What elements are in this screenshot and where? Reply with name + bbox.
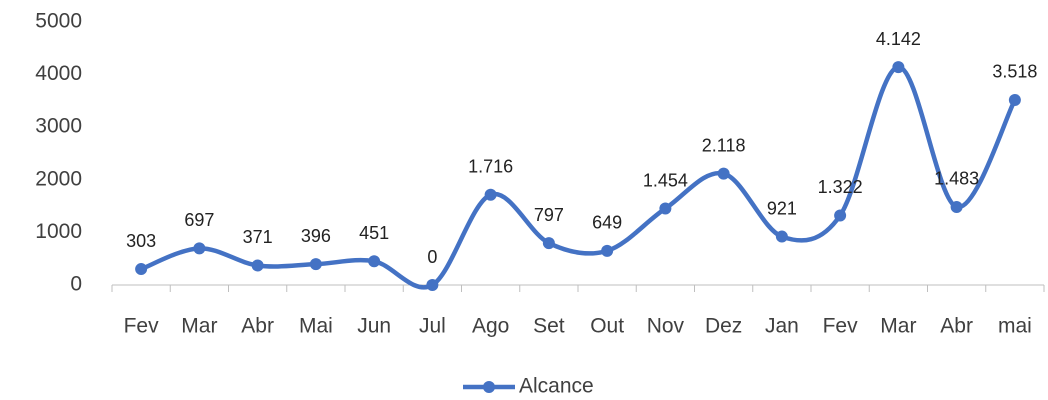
data-point [659, 202, 672, 215]
data-label: 3.518 [992, 62, 1037, 82]
y-tick-label: 1000 [35, 220, 82, 243]
data-point [892, 61, 905, 74]
x-tick-label: Fev [823, 315, 859, 338]
data-point [309, 258, 322, 271]
x-tick-label: Mar [880, 315, 916, 338]
data-label: 1.322 [818, 177, 863, 197]
x-tick-label: Jun [357, 315, 391, 338]
data-label: 2.118 [702, 135, 746, 155]
x-tick-label: Mai [299, 315, 333, 338]
data-label: 396 [301, 226, 331, 246]
data-label: 697 [184, 210, 214, 230]
x-tick-label: Dez [705, 315, 742, 338]
x-tick-label: mai [998, 315, 1032, 338]
legend-label: Alcance [519, 375, 594, 398]
data-point [426, 279, 439, 291]
data-label: 303 [126, 231, 156, 251]
data-point [484, 188, 497, 201]
data-point [601, 244, 614, 257]
data-label: 0 [427, 247, 437, 267]
x-tick-label: Jul [419, 315, 446, 338]
x-tick-label: Ago [472, 315, 509, 338]
data-label: 797 [534, 205, 564, 225]
y-tick-label: 3000 [35, 115, 82, 138]
y-tick-label: 0 [70, 273, 82, 296]
y-tick-label: 5000 [35, 10, 82, 33]
data-point [775, 230, 788, 243]
data-point [251, 259, 264, 272]
x-tick-label: Out [590, 315, 624, 338]
y-tick-label: 2000 [35, 167, 82, 190]
legend-marker [483, 381, 495, 393]
data-point [1008, 93, 1021, 106]
x-tick-label: Abr [241, 315, 274, 338]
data-point [542, 237, 555, 250]
data-label: 649 [592, 213, 622, 233]
y-tick-label: 4000 [35, 62, 82, 85]
data-label: 4.142 [876, 29, 921, 49]
data-point [135, 263, 148, 276]
data-point [834, 209, 847, 222]
data-point [950, 200, 963, 213]
data-label: 451 [359, 223, 389, 243]
data-label: 1.716 [468, 156, 513, 176]
x-tick-label: Abr [940, 315, 973, 338]
x-tick-label: Jan [765, 315, 799, 338]
x-tick-label: Fev [124, 315, 160, 338]
x-tick-label: Set [533, 315, 565, 338]
data-label: 371 [243, 227, 273, 247]
data-label: 1.454 [643, 170, 688, 190]
x-tick-label: Nov [647, 315, 685, 338]
data-label: 1.483 [934, 169, 979, 189]
data-point [193, 242, 206, 255]
data-point [717, 167, 730, 180]
data-point [368, 255, 381, 268]
x-tick-label: Mar [181, 315, 217, 338]
data-label: 921 [767, 198, 797, 218]
series-line [138, 64, 1018, 290]
